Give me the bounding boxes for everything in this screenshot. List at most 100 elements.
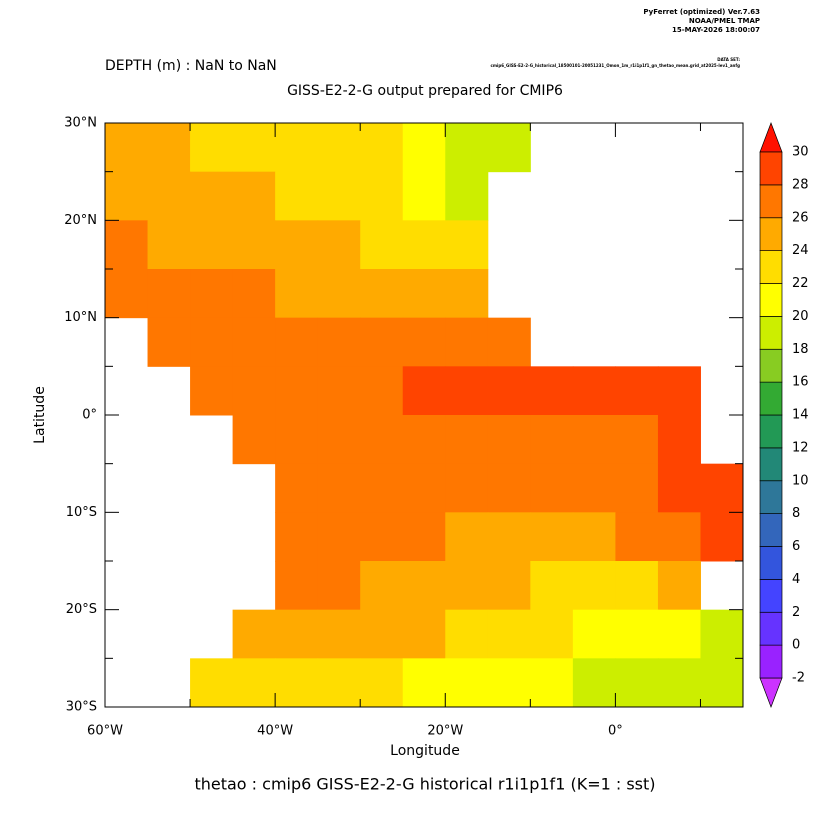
cell — [317, 512, 361, 562]
cell — [615, 366, 659, 416]
cell — [402, 269, 446, 319]
cell — [232, 171, 276, 221]
cell — [360, 317, 404, 367]
cell — [487, 366, 531, 416]
cell — [402, 220, 446, 270]
cell — [360, 415, 404, 465]
colorbar-label: 24 — [792, 243, 809, 258]
cell — [700, 463, 744, 513]
footer: thetao : cmip6 GISS-E2-2-G historical r1… — [194, 775, 655, 794]
cell — [317, 317, 361, 367]
cell — [147, 269, 191, 319]
x-tick-label: 0° — [608, 724, 623, 739]
y-tick-label: 10°S — [66, 505, 97, 520]
cell — [275, 512, 319, 562]
cell — [572, 512, 616, 562]
cell — [190, 317, 234, 367]
cell — [530, 658, 574, 708]
x-tick-label: 40°W — [257, 724, 293, 739]
cell — [275, 171, 319, 221]
x-axis-label: Longitude — [390, 743, 460, 759]
y-axis-label: Latitude — [32, 386, 48, 444]
cell — [275, 123, 319, 173]
colorbar-bin — [759, 316, 783, 350]
cell — [402, 512, 446, 562]
cell — [360, 463, 404, 513]
colorbar-label: 26 — [792, 210, 809, 225]
colorbar-label: 4 — [792, 572, 800, 587]
colorbar-bin — [759, 644, 783, 679]
colorbar-label: -2 — [792, 671, 805, 686]
cell — [530, 609, 574, 659]
colorbar-bin — [759, 250, 783, 284]
cell — [360, 366, 404, 416]
cell — [445, 220, 489, 270]
cell — [190, 171, 234, 221]
cell — [275, 220, 319, 270]
cell — [190, 220, 234, 270]
cell — [445, 512, 489, 562]
x-tick-label: 20°W — [427, 724, 463, 739]
cell — [275, 463, 319, 513]
cell — [360, 609, 404, 659]
cell — [530, 512, 574, 562]
cell — [317, 658, 361, 708]
cell — [700, 658, 744, 708]
cell — [657, 463, 701, 513]
colorbar-bin — [759, 546, 783, 580]
cell — [487, 561, 531, 611]
colorbar-label: 18 — [792, 342, 809, 357]
cell — [615, 415, 659, 465]
cell — [445, 366, 489, 416]
cell — [317, 415, 361, 465]
cell — [317, 609, 361, 659]
cell — [657, 415, 701, 465]
colorbar-label: 2 — [792, 605, 800, 620]
cell — [445, 317, 489, 367]
chart-title: GISS-E2-2-G output prepared for CMIP6 — [287, 83, 563, 99]
cell — [317, 366, 361, 416]
y-tick-label: 30°S — [66, 700, 97, 715]
colorbar-label: 20 — [792, 309, 809, 324]
cell — [190, 658, 234, 708]
cell — [232, 269, 276, 319]
colorbar-label: 12 — [792, 440, 809, 455]
colorbar-bin — [759, 348, 783, 383]
cell — [487, 317, 531, 367]
cell — [402, 366, 446, 416]
cell — [487, 463, 531, 513]
cell — [317, 123, 361, 173]
colorbar-bin — [759, 611, 783, 646]
cell — [317, 561, 361, 611]
cell — [402, 658, 446, 708]
cell — [657, 512, 701, 562]
cell — [275, 269, 319, 319]
y-tick-label: 30°N — [64, 116, 97, 131]
colorbar-bin — [759, 480, 783, 514]
cell — [572, 658, 616, 708]
cell — [190, 366, 234, 416]
cell — [445, 171, 489, 221]
cell — [147, 123, 191, 173]
cell — [402, 171, 446, 221]
colorbar-label: 0 — [792, 638, 800, 653]
cell — [572, 415, 616, 465]
cell — [147, 220, 191, 270]
cell — [105, 171, 149, 221]
cell — [487, 415, 531, 465]
cell — [615, 609, 659, 659]
cell — [317, 220, 361, 270]
cell — [275, 366, 319, 416]
cell — [487, 512, 531, 562]
cell — [402, 317, 446, 367]
cell — [615, 463, 659, 513]
cell — [657, 366, 701, 416]
cell — [530, 561, 574, 611]
cell — [487, 658, 531, 708]
credit: PyFerret (optimized) Ver.7.63 — [643, 8, 760, 16]
cell — [147, 171, 191, 221]
credit: 15-MAY-2026 18:00:07 — [672, 26, 760, 34]
cell — [190, 269, 234, 319]
colorbar-label: 30 — [792, 145, 809, 160]
